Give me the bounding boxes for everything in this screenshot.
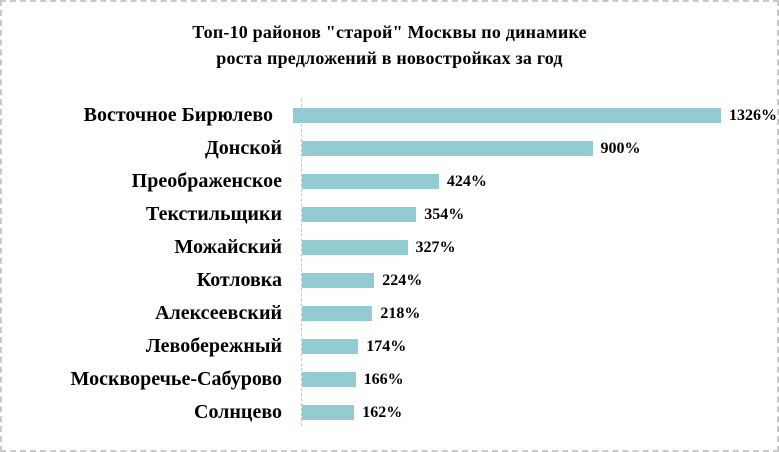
value-label: 162%	[362, 403, 403, 421]
chart-row: Текстильщики 354%	[2, 198, 777, 231]
value-label: 174%	[366, 337, 407, 355]
chart-row: Солнцево 162%	[2, 396, 777, 429]
chart-row: Москворечье-Сабурово 166%	[2, 363, 777, 396]
category-label: Можайский	[174, 236, 282, 258]
chart-title-line-1: Топ-10 районов "старой" Москвы по динами…	[192, 22, 587, 42]
bar	[293, 108, 721, 123]
category-label: Текстильщики	[146, 203, 282, 225]
category-label: Москворечье-Сабурово	[70, 368, 282, 390]
plot-area: Восточное Бирюлево 1326% Донской 900% Преобр…	[2, 99, 777, 429]
bar	[302, 372, 356, 387]
chart-title: Топ-10 районов "старой" Москвы по динами…	[2, 19, 777, 71]
value-label: 900%	[600, 139, 641, 157]
category-label: Преображенское	[131, 170, 282, 192]
value-label: 327%	[415, 238, 456, 256]
bar	[302, 405, 355, 420]
category-label: Левобережный	[145, 335, 282, 357]
category-axis-line	[301, 99, 302, 426]
value-label: 424%	[446, 172, 487, 190]
category-label: Солнцево	[194, 401, 282, 423]
bar	[302, 141, 593, 156]
chart-row: Преображенское 424%	[2, 165, 777, 198]
chart-title-line-2: роста предложений в новостройках за год	[216, 48, 563, 68]
bar-rows: Восточное Бирюлево 1326% Донской 900% Преобр…	[2, 99, 777, 429]
chart-row: Донской 900%	[2, 132, 777, 165]
chart-row: Можайский 327%	[2, 231, 777, 264]
value-label: 354%	[424, 205, 465, 223]
category-label: Алексеевский	[155, 302, 282, 324]
bar	[302, 339, 359, 354]
category-label: Донской	[205, 137, 282, 159]
bar	[302, 174, 439, 189]
value-label: 224%	[382, 271, 423, 289]
chart-row: Котловка 224%	[2, 264, 777, 297]
category-label: Восточное Бирюлево	[83, 104, 273, 126]
chart-row: Алексеевский 218%	[2, 297, 777, 330]
chart-row: Левобережный 174%	[2, 330, 777, 363]
bar	[302, 273, 375, 288]
bar	[302, 240, 408, 255]
bar	[302, 306, 373, 321]
chart-row: Восточное Бирюлево 1326%	[2, 99, 777, 132]
value-label: 218%	[380, 304, 421, 322]
value-label: 166%	[363, 370, 404, 388]
value-label: 1326%	[729, 106, 777, 124]
bar	[302, 207, 417, 222]
category-label: Котловка	[196, 269, 282, 291]
